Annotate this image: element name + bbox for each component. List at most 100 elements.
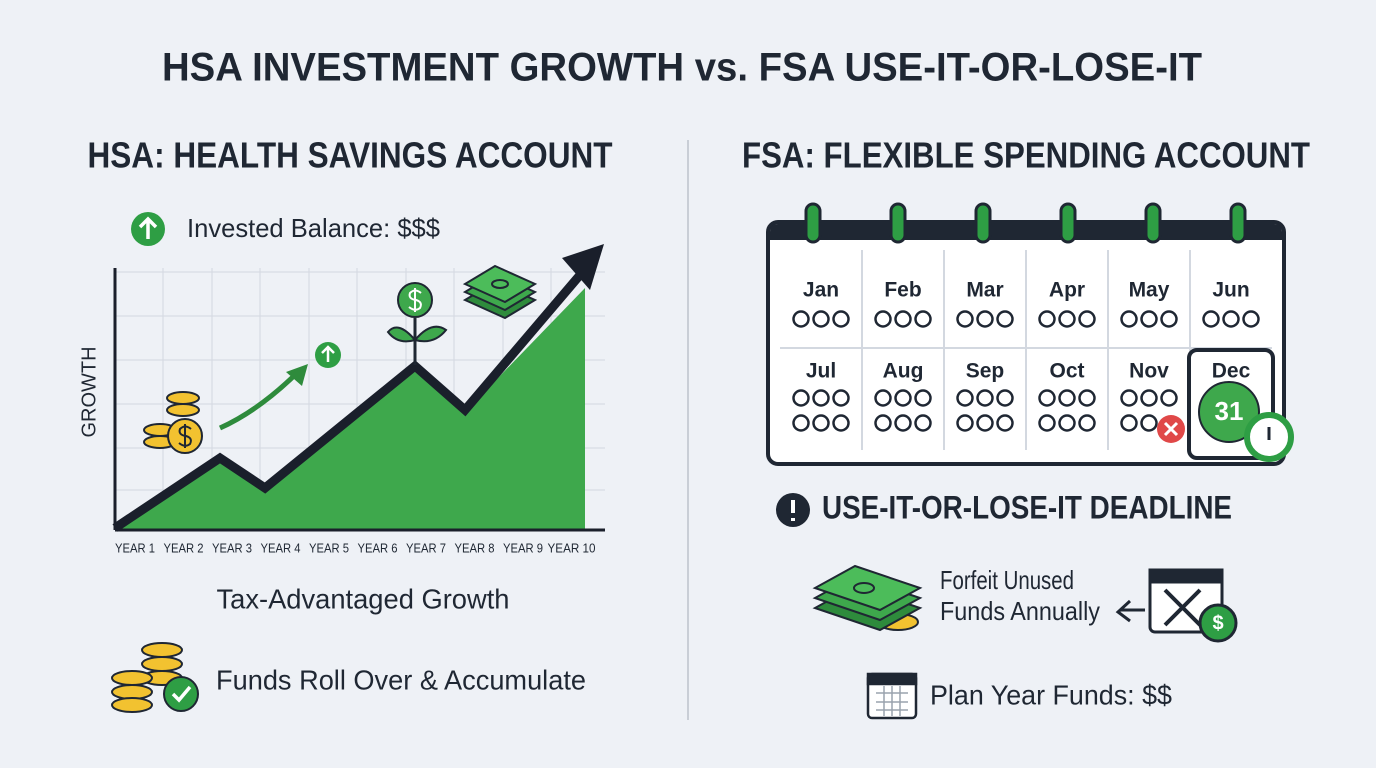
x-tick-label: YEAR 2 (164, 540, 204, 555)
forfeit-x (1163, 421, 1179, 437)
deadline-circle (1198, 381, 1260, 443)
plan-calendar-icon (866, 672, 918, 720)
day-dot (894, 389, 912, 407)
day-dot (1160, 310, 1178, 328)
day-dot (792, 389, 810, 407)
forfeit-line: Forfeit Unused (940, 565, 1074, 595)
x-tick-label: YEAR 10 (548, 540, 596, 555)
ring (974, 202, 992, 244)
month-label: May (1129, 279, 1170, 302)
x-tick-label: YEAR 4 (261, 540, 301, 555)
day-dot (956, 310, 974, 328)
x-tick-label: YEAR 9 (503, 540, 543, 555)
deadline-text: USE-IT-OR-LOSE-IT DEADLINE (822, 489, 1232, 525)
day-dot (792, 310, 810, 328)
day-dot (1160, 389, 1178, 407)
day-dot (1140, 389, 1158, 407)
day-dot (914, 414, 932, 432)
day-dot (832, 310, 850, 328)
day-dot (914, 389, 932, 407)
day-dot (812, 310, 830, 328)
rollover-icon (111, 642, 199, 713)
day-dot (1140, 310, 1158, 328)
day-dot (1120, 414, 1138, 432)
day-dot (1140, 414, 1158, 432)
ring (1059, 202, 1077, 244)
growth-arrowhead (562, 244, 604, 290)
day-dot (832, 414, 850, 432)
day-dot (1078, 389, 1096, 407)
day-dot (812, 414, 830, 432)
forfeit-line: Funds Annually (940, 596, 1100, 626)
coins-icon (143, 391, 203, 454)
day-dot (976, 389, 994, 407)
x-tick-label: YEAR 3 (212, 540, 252, 555)
ring (1229, 202, 1247, 244)
day-dot (996, 310, 1014, 328)
forfeit-arrow (1115, 599, 1145, 623)
month-label: Jun (1212, 279, 1249, 302)
month-label: Feb (884, 279, 921, 302)
day-dot (956, 389, 974, 407)
x-tick-label: YEAR 5 (309, 540, 349, 555)
forfeit-calendar-icon: $ (1148, 568, 1238, 643)
day-dot (1058, 389, 1076, 407)
growth-line (112, 272, 584, 532)
small-arrowhead (286, 364, 308, 386)
day-dot (1078, 310, 1096, 328)
month-label: Mar (966, 279, 1003, 302)
day-dot (976, 310, 994, 328)
month-label: Jan (803, 279, 839, 302)
month-label: Jul (806, 360, 836, 383)
day-dot (874, 310, 892, 328)
day-dot (1038, 414, 1056, 432)
day-dot (1120, 310, 1138, 328)
forfeit-cash-icon (812, 564, 923, 632)
day-dot (894, 414, 912, 432)
deadline-day: 31 (1215, 396, 1244, 426)
day-dot (1202, 310, 1220, 328)
day-dot (894, 310, 912, 328)
balance-label: Invested Balance: $$$ (187, 213, 441, 243)
day-dot (812, 389, 830, 407)
day-dot (1038, 310, 1056, 328)
ring (804, 202, 822, 244)
day-dot (976, 414, 994, 432)
dollar-glyph: $ (1212, 612, 1223, 634)
y-axis-label: GROWTH (78, 346, 100, 437)
x-tick-label: YEAR 6 (358, 540, 398, 555)
month-label: Dec (1212, 360, 1251, 383)
ring (1144, 202, 1162, 244)
day-dot (1222, 310, 1240, 328)
hsa-heading: HSA: HEALTH SAVINGS ACCOUNT (88, 135, 613, 176)
day-dot (1038, 389, 1056, 407)
day-dot (914, 310, 932, 328)
x-tick-label: YEAR 7 (406, 540, 446, 555)
plant-icon (386, 282, 448, 365)
month-label: Apr (1049, 279, 1085, 302)
title: HSA INVESTMENT GROWTH vs. FSA USE-IT-OR-… (162, 46, 1202, 90)
hsa-caption: Tax-Advantaged Growth (217, 583, 510, 614)
day-dot (874, 389, 892, 407)
x-tick-label: YEAR 8 (455, 540, 495, 555)
day-dot (1078, 414, 1096, 432)
fsa-heading: FSA: FLEXIBLE SPENDING ACCOUNT (742, 135, 1310, 176)
month-label: Aug (883, 360, 924, 383)
cash-icon (462, 264, 538, 320)
day-dot (1058, 310, 1076, 328)
month-label: Sep (966, 360, 1005, 383)
day-dot (1058, 414, 1076, 432)
month-label: Oct (1049, 360, 1084, 383)
up-icon (131, 212, 165, 246)
calendar-rings (804, 202, 1247, 244)
small-up-arrow (321, 345, 335, 362)
day-dot (874, 414, 892, 432)
day-dot (996, 414, 1014, 432)
day-dot (1120, 389, 1138, 407)
x-tick-label: YEAR 1 (115, 540, 155, 555)
day-dot (832, 389, 850, 407)
day-dot (1242, 310, 1260, 328)
day-dot (956, 414, 974, 432)
calendar-header (770, 224, 1282, 240)
